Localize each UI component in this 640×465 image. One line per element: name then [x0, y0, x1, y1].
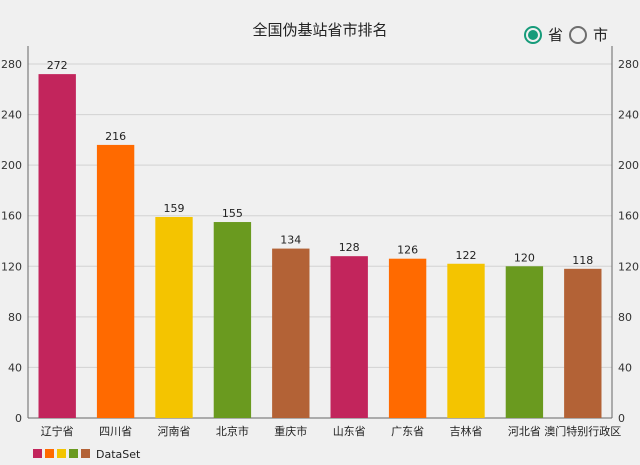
y-tick-label-left: 120	[1, 260, 22, 273]
province-city-toggle: 省 市	[524, 24, 614, 45]
x-tick-label: 河北省	[508, 425, 541, 438]
bar-value-label: 155	[222, 207, 243, 220]
bar	[38, 74, 76, 418]
chart-title: 全国伪基站省市排名	[252, 21, 387, 39]
x-tick-label: 广东省	[391, 425, 424, 438]
y-tick-label-left: 280	[1, 58, 22, 71]
y-tick-label-right: 200	[618, 159, 639, 172]
x-tick-label: 山东省	[333, 425, 366, 438]
y-tick-label-right: 160	[618, 210, 639, 223]
bar	[96, 144, 135, 418]
x-tick-label: 重庆市	[274, 424, 307, 438]
bar-value-label: 126	[397, 244, 418, 257]
radio-label-province: 省	[548, 26, 564, 44]
y-tick-label-left: 40	[8, 361, 22, 374]
bar	[447, 263, 485, 418]
legend-label: DataSet	[96, 448, 141, 461]
x-tick-label: 澳门特别行政区	[544, 424, 621, 438]
y-tick-label-left: 160	[1, 210, 22, 223]
bar	[272, 248, 310, 418]
y-tick-label-right: 240	[618, 109, 639, 122]
y-tick-label-right: 40	[618, 361, 632, 374]
bar	[213, 222, 252, 418]
y-tick-label-right: 80	[618, 311, 632, 324]
legend-swatch	[33, 449, 42, 458]
bar	[564, 268, 602, 418]
radio-checked-icon[interactable]	[524, 25, 542, 44]
bar	[505, 266, 544, 418]
bar-value-label: 272	[47, 59, 68, 72]
y-tick-label-left: 240	[1, 109, 22, 122]
bar	[330, 256, 368, 418]
y-tick-label-left: 0	[15, 412, 22, 425]
x-tick-label: 北京市	[216, 424, 249, 438]
y-tick-label-left: 200	[1, 159, 22, 172]
legend-swatch	[57, 449, 66, 458]
radio-unchecked-icon[interactable]	[569, 25, 588, 44]
legend-swatch	[45, 449, 54, 458]
bar-value-label: 120	[514, 251, 535, 264]
bar	[155, 216, 193, 418]
x-tick-label: 吉林省	[450, 424, 483, 438]
bar	[388, 258, 427, 418]
x-tick-label: 河南省	[158, 425, 191, 438]
bar-value-label: 216	[105, 130, 126, 143]
x-tick-label: 四川省	[99, 425, 132, 438]
radio-option-city[interactable]: 市	[569, 24, 608, 45]
radio-label-city: 市	[593, 26, 609, 44]
x-tick-label: 辽宁省	[41, 424, 74, 438]
bar-value-label: 122	[456, 249, 477, 262]
bar-value-label: 128	[339, 241, 360, 254]
bar-value-label: 134	[280, 234, 301, 247]
y-tick-label-right: 120	[618, 260, 639, 273]
y-tick-label-right: 0	[618, 412, 625, 425]
radio-option-province[interactable]: 省	[524, 24, 563, 45]
bar-value-label: 159	[164, 202, 185, 215]
bar-value-label: 118	[572, 254, 593, 267]
y-tick-label-left: 80	[8, 311, 22, 324]
y-tick-label-right: 280	[618, 58, 639, 71]
legend-swatch	[81, 449, 90, 458]
legend-swatch	[69, 449, 78, 458]
